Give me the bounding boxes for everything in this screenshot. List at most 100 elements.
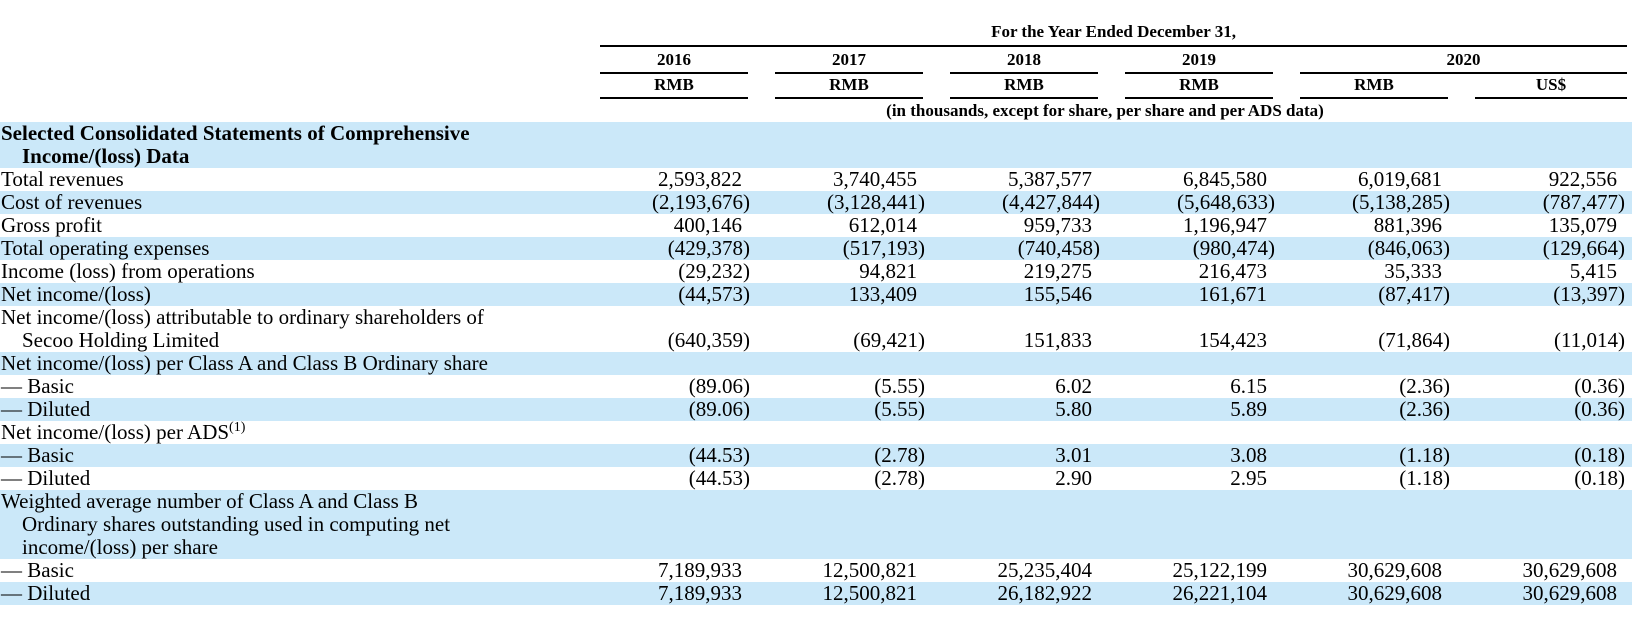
year-header-2020: 2020: [1278, 47, 1632, 74]
currency-label: US$: [1475, 75, 1628, 99]
cell-value: (980,474): [1192, 236, 1275, 260]
cell-value: (1.18): [1399, 443, 1450, 467]
year-label: 2016: [600, 50, 748, 74]
cell-value: (5.55): [874, 374, 925, 398]
cell-value: 7,189,933: [658, 581, 742, 605]
cell-value: [1103, 352, 1278, 375]
cell-value: [578, 421, 753, 444]
cell-value: 3.08: [1230, 443, 1267, 467]
cell-value: 30,629,608: [1522, 558, 1618, 582]
row-label: — Basic: [1, 375, 74, 398]
table-row: Weighted average number of Class A and C…: [0, 490, 1632, 559]
year-label: 2020: [1300, 50, 1628, 74]
cell-value: [1278, 122, 1453, 168]
cell-value: (0.18): [1574, 443, 1626, 467]
cell-value: (2,193,676): [652, 190, 750, 214]
cell-value: 2,593,822: [658, 167, 742, 191]
currency-header-col4: RMB: [1103, 74, 1278, 99]
row-label: Weighted average number of Class A and C…: [1, 490, 451, 559]
cell-value: 161,671: [1198, 282, 1267, 306]
cell-value: 3.01: [1055, 443, 1092, 467]
cell-value: (2.36): [1399, 374, 1450, 398]
cell-value: [753, 122, 928, 168]
cell-value: (0.36): [1574, 397, 1626, 421]
currency-label: RMB: [950, 75, 1098, 99]
row-label: Gross profit: [1, 214, 102, 237]
cell-value: 94,821: [859, 259, 917, 283]
period-title-cell: For the Year Ended December 31,: [578, 0, 1632, 47]
cell-value: 6,019,681: [1358, 167, 1442, 191]
row-label: Net income/(loss) per Class A and Class …: [1, 352, 488, 375]
year-label: 2017: [775, 50, 923, 74]
cell-value: (69,421): [853, 328, 925, 352]
cell-value: [1453, 421, 1632, 444]
table-row: Net income/(loss) per ADS(1): [0, 421, 1632, 444]
year-header-2018: 2018: [928, 47, 1103, 74]
table-row: — Basic (44.53) (2.78) 3.01 3.08 (1.18) (0.18): [0, 444, 1632, 467]
row-label: Net income/(loss) per ADS(1): [1, 421, 246, 444]
header-spacer: [0, 47, 578, 74]
cell-value: 30,629,608: [1347, 581, 1443, 605]
cell-value: (5,138,285): [1352, 190, 1450, 214]
cell-value: 1,196,947: [1183, 213, 1267, 237]
period-title: For the Year Ended December 31,: [600, 22, 1628, 47]
cell-value: [578, 352, 753, 375]
cell-value: 959,733: [1023, 213, 1092, 237]
table-row: Gross profit 400,146 612,014 959,733 1,196,9…: [0, 214, 1632, 237]
cell-value: [928, 421, 1103, 444]
cell-value: 154,423: [1198, 328, 1267, 352]
cell-value: 216,473: [1198, 259, 1267, 283]
cell-value: 3,740,455: [833, 167, 917, 191]
cell-value: 133,409: [848, 282, 917, 306]
table-header: For the Year Ended December 31, 2016 2017…: [0, 0, 1632, 122]
cell-value: (1.18): [1399, 466, 1450, 490]
table-row: Cost of revenues (2,193,676) (3,128,441) (4…: [0, 191, 1632, 214]
cell-value: (13,397): [1553, 282, 1626, 306]
table-row: — Diluted (44.53) (2.78) 2.90 2.95 (1.18) (0.1…: [0, 467, 1632, 490]
cell-value: 6.15: [1230, 374, 1267, 398]
cell-value: 25,235,404: [997, 558, 1093, 582]
cell-value: (89.06): [688, 397, 750, 421]
cell-value: 5.80: [1055, 397, 1092, 421]
cell-value: (4,427,844): [1002, 190, 1100, 214]
currency-header-col1: RMB: [578, 74, 753, 99]
row-label: Net income/(loss) attributable to ordina…: [1, 306, 484, 352]
cell-value: 35,333: [1384, 259, 1442, 283]
year-header-2017: 2017: [753, 47, 928, 74]
row-label: Total revenues: [1, 168, 124, 191]
row-label: Total operating expenses: [1, 237, 210, 260]
cell-value: 881,396: [1373, 213, 1442, 237]
table-row: — Diluted 7,189,933 12,500,821 26,182,922 26…: [0, 582, 1632, 605]
cell-value: [1103, 122, 1278, 168]
financial-table: For the Year Ended December 31, 2016 2017…: [0, 0, 1632, 605]
cell-value: (44.53): [688, 443, 750, 467]
table-row: — Basic (89.06) (5.55) 6.02 6.15 (2.36) (0.36): [0, 375, 1632, 398]
cell-value: [1103, 490, 1278, 559]
row-label: — Diluted: [1, 582, 91, 605]
cell-value: (129,664): [1542, 236, 1626, 260]
cell-value: (0.18): [1574, 466, 1626, 490]
year-header-2016: 2016: [578, 47, 753, 74]
cell-value: 151,833: [1023, 328, 1092, 352]
cell-value: 5,415: [1569, 259, 1618, 283]
header-spacer: [0, 99, 578, 122]
row-label: — Basic: [1, 559, 74, 582]
units-note-row: (in thousands, except for share, per sha…: [0, 99, 1632, 122]
cell-value: 30,629,608: [1522, 581, 1618, 605]
cell-value: [1453, 352, 1632, 375]
period-title-row: For the Year Ended December 31,: [0, 0, 1632, 47]
cell-value: 400,146: [673, 213, 742, 237]
cell-value: [928, 122, 1103, 168]
cell-value: (846,063): [1367, 236, 1450, 260]
cell-value: [1103, 421, 1278, 444]
cell-value: (517,193): [842, 236, 925, 260]
cell-value: (2.36): [1399, 397, 1450, 421]
cell-value: 26,221,104: [1172, 581, 1268, 605]
table-row: Net income/(loss) per Class A and Class …: [0, 352, 1632, 375]
cell-value: (89.06): [688, 374, 750, 398]
currency-label: RMB: [600, 75, 748, 99]
cell-value: 12,500,821: [822, 581, 918, 605]
table-row: Selected Consolidated Statements of Comp…: [0, 122, 1632, 168]
cell-value: (71,864): [1378, 328, 1450, 352]
row-label: Selected Consolidated Statements of Comp…: [1, 122, 470, 168]
